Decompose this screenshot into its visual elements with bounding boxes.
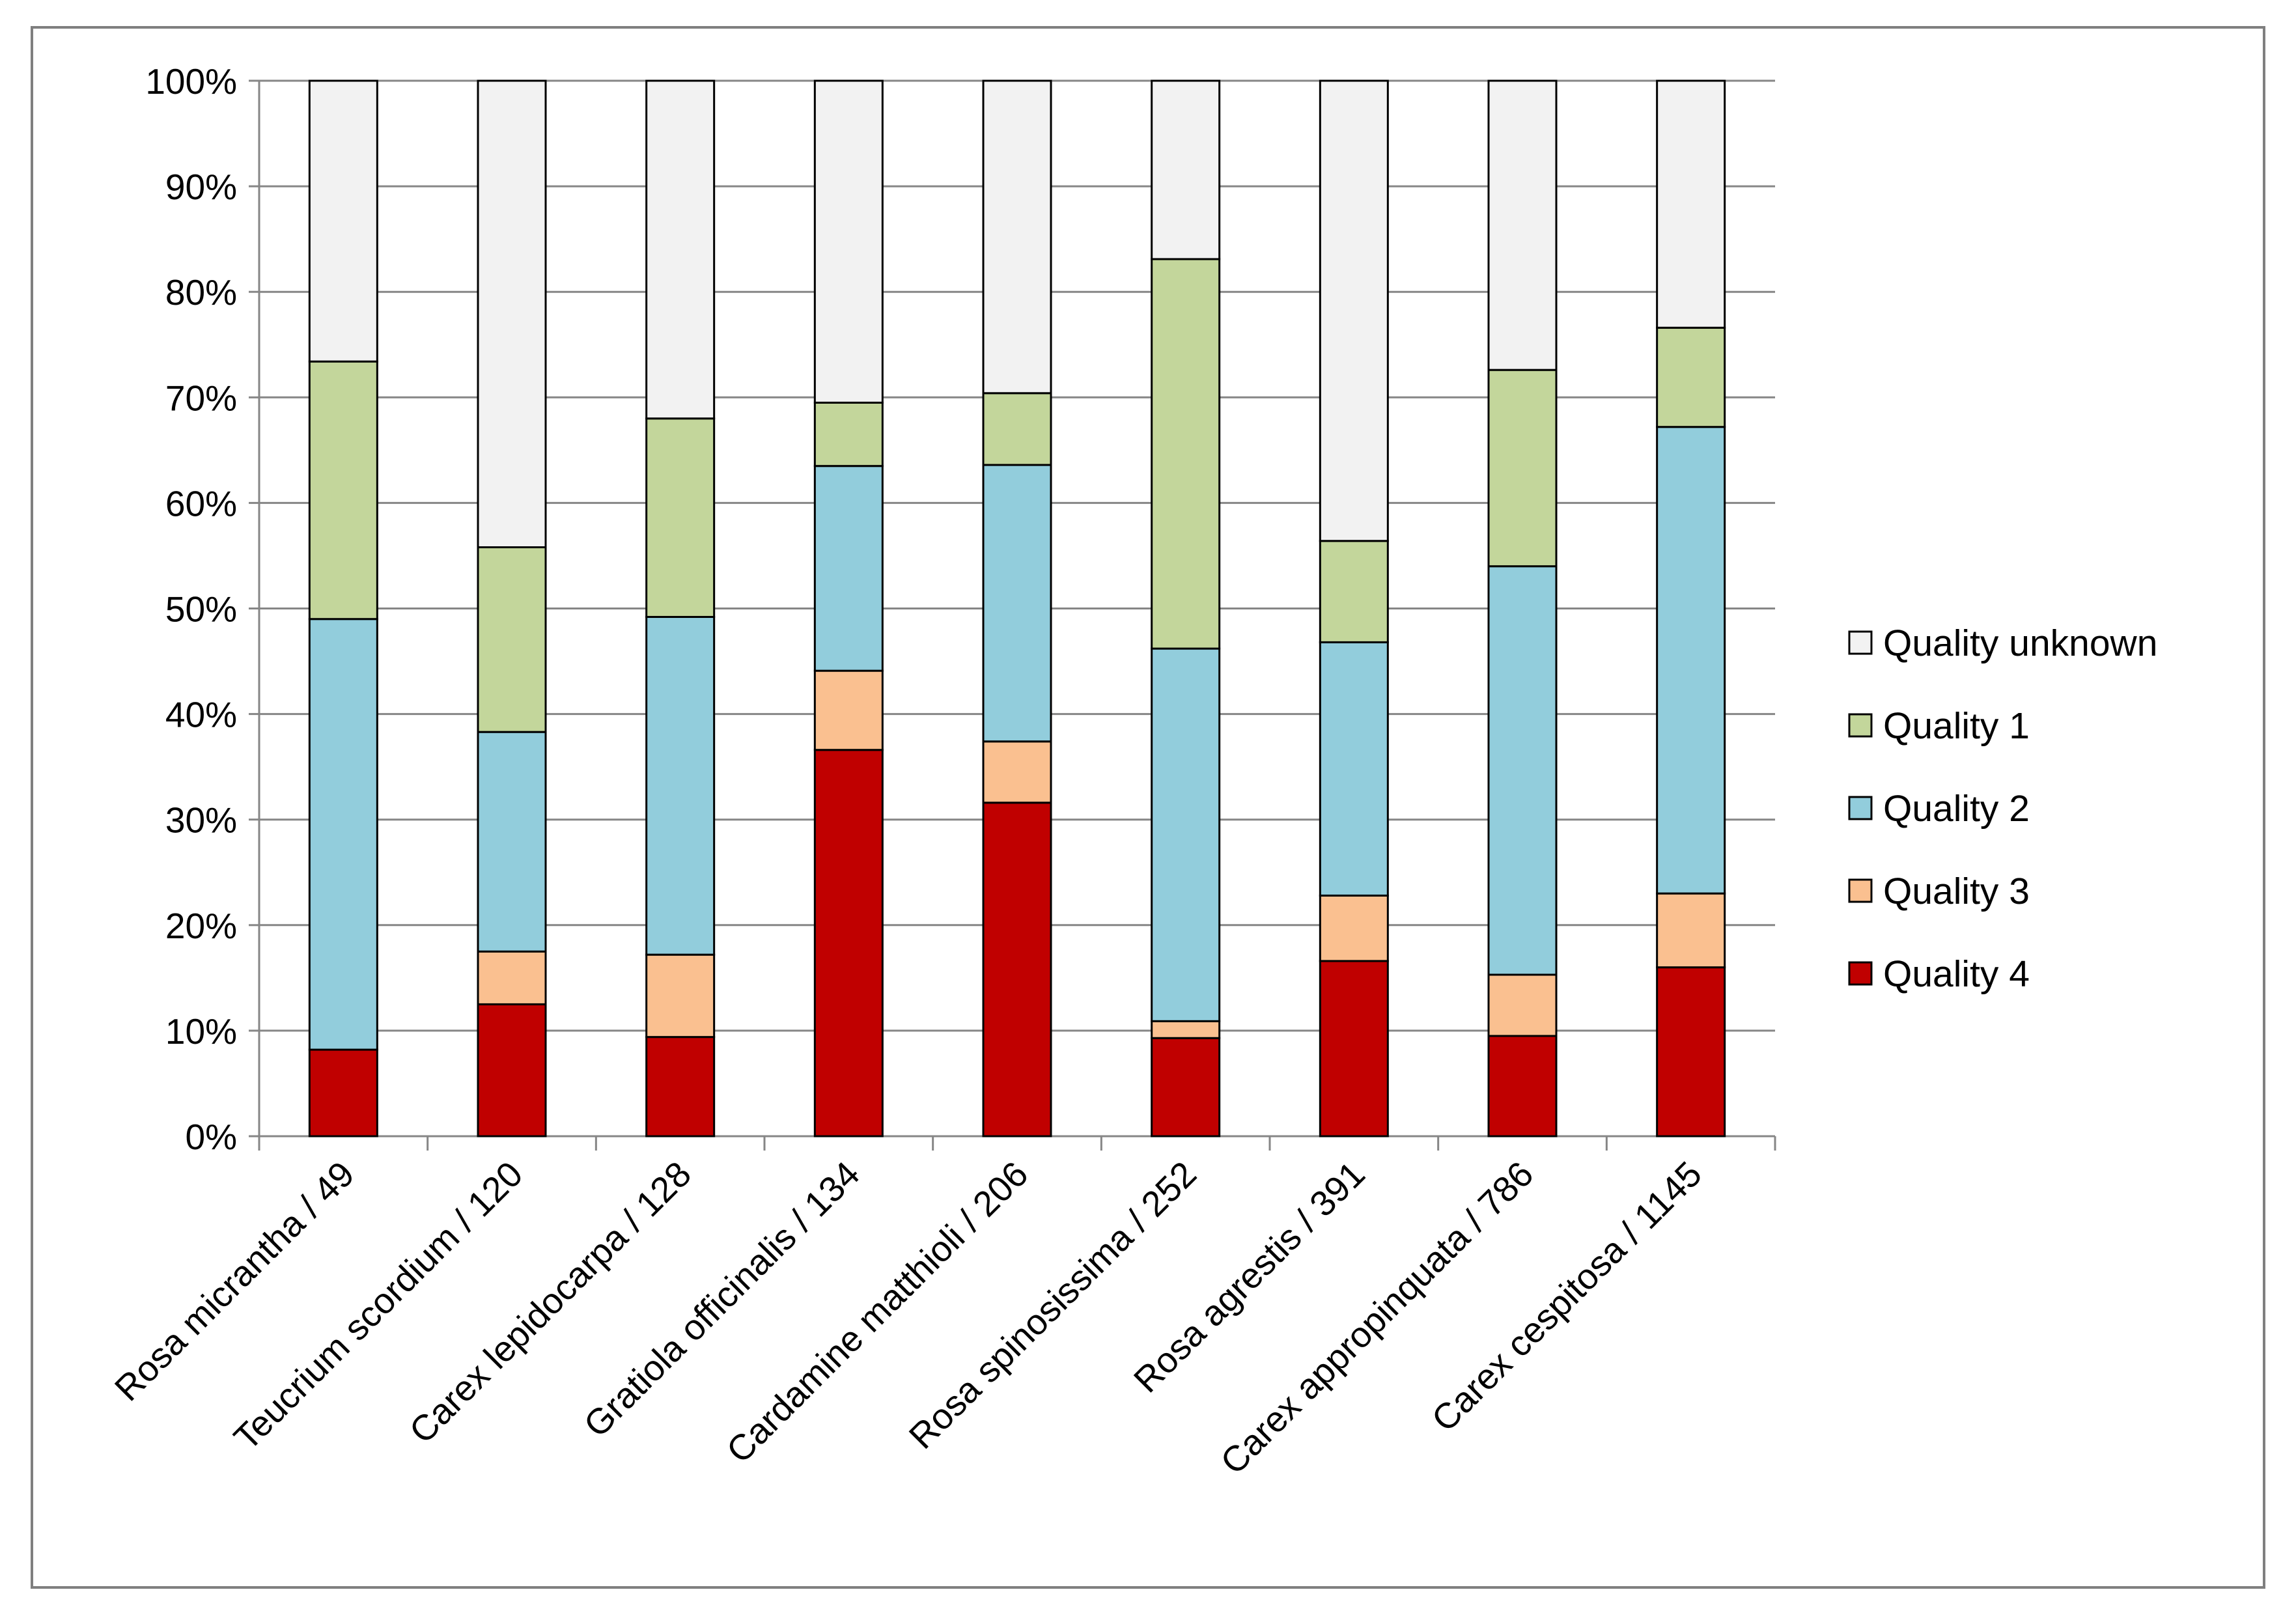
bar-segment [645,417,716,618]
bar-segment [477,546,547,733]
bar-segment [813,669,884,751]
bar-segment [1656,892,1726,969]
bar-segment [1487,369,1558,568]
bar-segment [1319,641,1389,897]
bar-segment [1656,79,1726,329]
x-tick-label: Carex cespitosa / 1145 [1423,1154,1709,1440]
legend-label: Quality 4 [1883,953,2030,995]
legend-label: Quality 1 [1883,705,2030,747]
legend-swatch [1848,630,1873,655]
bar-segment [1151,1037,1221,1138]
bar-segment [982,464,1052,743]
bar-segment [477,1003,547,1138]
bar-segment [1319,894,1389,962]
y-tick-label: 80% [165,272,237,313]
bar-segment [1151,1020,1221,1039]
bar-segment [477,731,547,953]
bar-segment [813,465,884,672]
bar-segment [813,749,884,1138]
bar-segment [1319,960,1389,1138]
bars [308,79,1726,1138]
bar-segment [645,1036,716,1138]
legend-swatch [1848,961,1873,986]
bar-segment [1656,966,1726,1138]
bar-segment [477,950,547,1005]
bar-segment [308,618,378,1051]
bar-segment [982,740,1052,804]
y-tick-label: 50% [165,589,237,630]
bar-segment [308,360,378,621]
legend-swatch [1848,878,1873,903]
y-tick-label: 0% [186,1117,238,1157]
bar-segment [1487,1035,1558,1138]
x-tick-label: Carex appropinquata / 786 [1212,1154,1541,1482]
y-axis-tick-labels: 0% 10% 20% 30% 40% 50% 60% 70% 80% 90% 100% [145,61,237,1157]
bar-segment [477,79,547,548]
bar-segment [1656,326,1726,428]
bar-segment [1487,79,1558,371]
bar-segment [645,953,716,1039]
legend: Quality unknown Quality 1 Quality 2 Quality… [1848,622,2157,995]
y-tick-label: 90% [165,167,237,207]
bar-segment [1656,426,1726,895]
y-tick-label: 20% [165,906,237,946]
bar-segment [645,615,716,956]
bar-segment [645,79,716,420]
bar-segment [982,802,1052,1138]
bar-segment [1487,565,1558,976]
x-tick-label: Carex lepidocarpa / 128 [401,1154,699,1451]
x-tick-label: Rosa spinosissima / 252 [901,1154,1204,1457]
y-tick-label: 100% [145,61,237,102]
bar-segment [982,79,1052,395]
y-tick-label: 60% [165,483,237,524]
x-tick-label: Gratiola officinalis / 134 [576,1154,867,1445]
y-tick-label: 40% [165,695,237,735]
bar-segment [813,79,884,404]
bar-segment [308,1048,378,1138]
bar-segment [982,392,1052,466]
legend-swatch [1848,796,1873,820]
legend-label: Quality 2 [1883,788,2030,830]
legend-label: Quality 3 [1883,871,2030,912]
x-tick-label: Cardamine matthioli / 206 [718,1154,1035,1471]
y-tick-label: 70% [165,378,237,418]
bar-segment [813,401,884,468]
bar-segment [1487,973,1558,1037]
bar-segment [1151,79,1221,260]
x-tick-label: Teucrium scordium / 120 [226,1154,530,1458]
bar-segment [1151,647,1221,1022]
legend-swatch [1848,713,1873,738]
bar-segment [1151,258,1221,650]
bar-segment [308,79,378,363]
legend-label: Quality unknown [1883,622,2157,664]
bar-segment [1319,79,1389,542]
y-tick-label: 10% [165,1011,237,1052]
chart-frame [31,26,2265,1589]
y-tick-label: 30% [165,800,237,841]
bar-segment [1319,540,1389,643]
